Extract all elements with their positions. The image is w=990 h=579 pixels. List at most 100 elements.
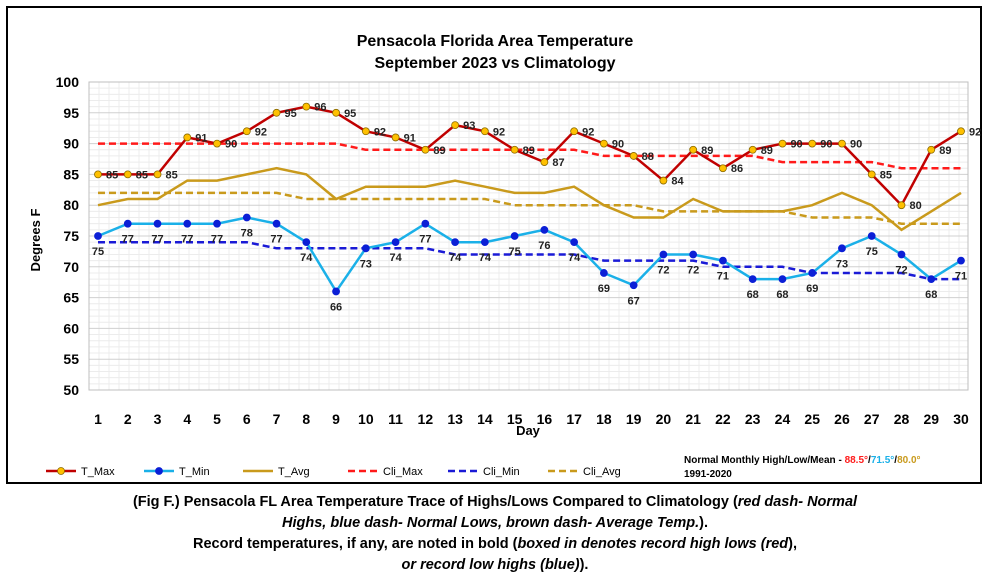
tmin-data-label: 67 — [628, 295, 640, 307]
legend-label: Cli_Avg — [583, 466, 621, 478]
legend-label: T_Max — [81, 466, 115, 478]
tmax-data-label: 96 — [314, 102, 326, 114]
legend-label: T_Min — [179, 466, 210, 478]
legend: T_Max T_Min T_Avg Cli_Max Cli_Min Cli_Avg — [46, 466, 621, 478]
tmax-point — [451, 121, 460, 130]
tmin-point — [272, 219, 281, 228]
x-tick-label: 29 — [923, 411, 939, 427]
normals-note-high: 88.5° — [845, 455, 868, 466]
tmin-data-label: 75 — [508, 246, 520, 258]
x-tick-label: 7 — [273, 411, 281, 427]
tmax-point — [213, 139, 221, 148]
tmin-data-label: 77 — [151, 234, 163, 246]
tmax-data-label: 80 — [909, 200, 921, 212]
x-tick-label: 12 — [418, 411, 434, 427]
tmax-point — [510, 145, 519, 154]
y-tick-label: 100 — [56, 74, 80, 90]
tmax-point — [838, 139, 846, 148]
tmin-data-label: 69 — [598, 283, 610, 295]
tmin-point — [391, 238, 400, 247]
tmin-point — [748, 275, 757, 284]
caption-line3-end: ), — [788, 536, 797, 552]
tmax-point — [94, 170, 102, 179]
tmax-data-label: 92 — [493, 126, 505, 138]
tmin-data-label: 77 — [211, 234, 223, 246]
tmin-data-label: 75 — [866, 246, 878, 258]
y-tick-label: 75 — [63, 228, 79, 244]
tmax-point — [123, 170, 132, 179]
tmax-data-label: 95 — [285, 108, 297, 120]
tmin-data-label: 74 — [479, 252, 492, 264]
tmax-data-label: 86 — [731, 163, 743, 175]
tmin-point — [361, 244, 370, 253]
tmax-data-label: 84 — [671, 176, 684, 188]
tmin-data-label: 77 — [181, 234, 193, 246]
tmax-point — [927, 145, 936, 154]
x-tick-label: 23 — [745, 411, 761, 427]
tmin-point — [510, 232, 519, 240]
x-tick-label: 15 — [507, 411, 523, 427]
chart-frame: 85 85 85 91 90 92 95 96 95 92 91 89 93 92 89 87 92 90 88 84… — [6, 6, 982, 484]
legend-label: T_Avg — [278, 466, 310, 478]
figure-caption: (Fig F.) Pensacola FL Area Temperature T… — [0, 492, 990, 576]
normals-period: 1991-2020 — [684, 469, 732, 480]
caption-line1-italic: red dash- Normal — [737, 494, 858, 510]
y-tick-label: 60 — [63, 320, 79, 336]
tmin-data-label: 73 — [360, 258, 372, 270]
caption-line4-end: ). — [579, 557, 589, 573]
tmax-data-label: 89 — [433, 145, 445, 157]
x-tick-label: 6 — [243, 411, 251, 427]
tmin-point — [629, 281, 638, 290]
normals-note-prefix: Normal Monthly High/Low/Mean - — [684, 455, 845, 466]
tmax-data-label: 90 — [612, 139, 624, 151]
tmin-data-label: 78 — [241, 228, 253, 240]
x-tick-label: 24 — [775, 411, 791, 427]
normals-note-sep1: / — [868, 455, 871, 466]
normals-note-sep2: / — [894, 455, 897, 466]
tmax-data-label: 85 — [136, 169, 148, 181]
tmin-data-label: 77 — [270, 234, 282, 246]
tmax-point — [302, 102, 311, 111]
tmin-data-label: 68 — [925, 289, 937, 301]
legend-marker — [155, 467, 163, 475]
x-axis-title: Day — [516, 423, 541, 438]
x-tick-label: 21 — [685, 411, 701, 427]
tmax-data-label: 89 — [701, 145, 713, 157]
x-tick-label: 19 — [626, 411, 642, 427]
tmin-data-label: 74 — [568, 252, 581, 264]
tmax-data-label: 85 — [166, 169, 178, 181]
tmax-point — [957, 127, 965, 136]
caption-line2-italic: Highs, blue dash- Normal Lows, brown das… — [282, 515, 700, 531]
caption-line-1: (Fig F.) Pensacola FL Area Temperature T… — [0, 492, 990, 513]
tmax-data-label: 87 — [552, 157, 564, 169]
tmin-point — [183, 219, 192, 228]
tmin-point — [927, 275, 936, 284]
tmax-data-label: 95 — [344, 108, 356, 120]
x-tick-label: 16 — [537, 411, 553, 427]
tmax-point — [153, 170, 162, 179]
tmin-point — [867, 232, 876, 240]
chart-title-line2: September 2023 vs Climatology — [375, 55, 616, 72]
tmax-point — [570, 127, 579, 136]
x-tick-label: 3 — [154, 411, 162, 427]
tmax-data-label: 90 — [850, 139, 862, 151]
tmax-point — [719, 164, 727, 173]
y-tick-label: 85 — [63, 166, 79, 182]
x-tick-label: 9 — [332, 411, 340, 427]
y-tick-label: 50 — [63, 382, 79, 398]
caption-line-2: Highs, blue dash- Normal Lows, brown das… — [0, 513, 990, 534]
tmax-data-label: 92 — [969, 126, 981, 138]
tmax-point — [242, 127, 251, 136]
tmax-point — [748, 145, 757, 154]
tmin-point — [451, 238, 460, 247]
x-tick-label: 27 — [864, 411, 880, 427]
tmin-point — [838, 244, 846, 253]
tmax-point — [540, 158, 549, 166]
tmax-data-label: 92 — [374, 126, 386, 138]
x-tick-label: 17 — [566, 411, 582, 427]
tmax-point — [480, 127, 489, 136]
tmax-data-label: 89 — [761, 145, 773, 157]
tmin-data-label: 75 — [92, 246, 104, 258]
tmin-point — [242, 213, 251, 222]
tmax-data-label: 93 — [463, 120, 475, 132]
